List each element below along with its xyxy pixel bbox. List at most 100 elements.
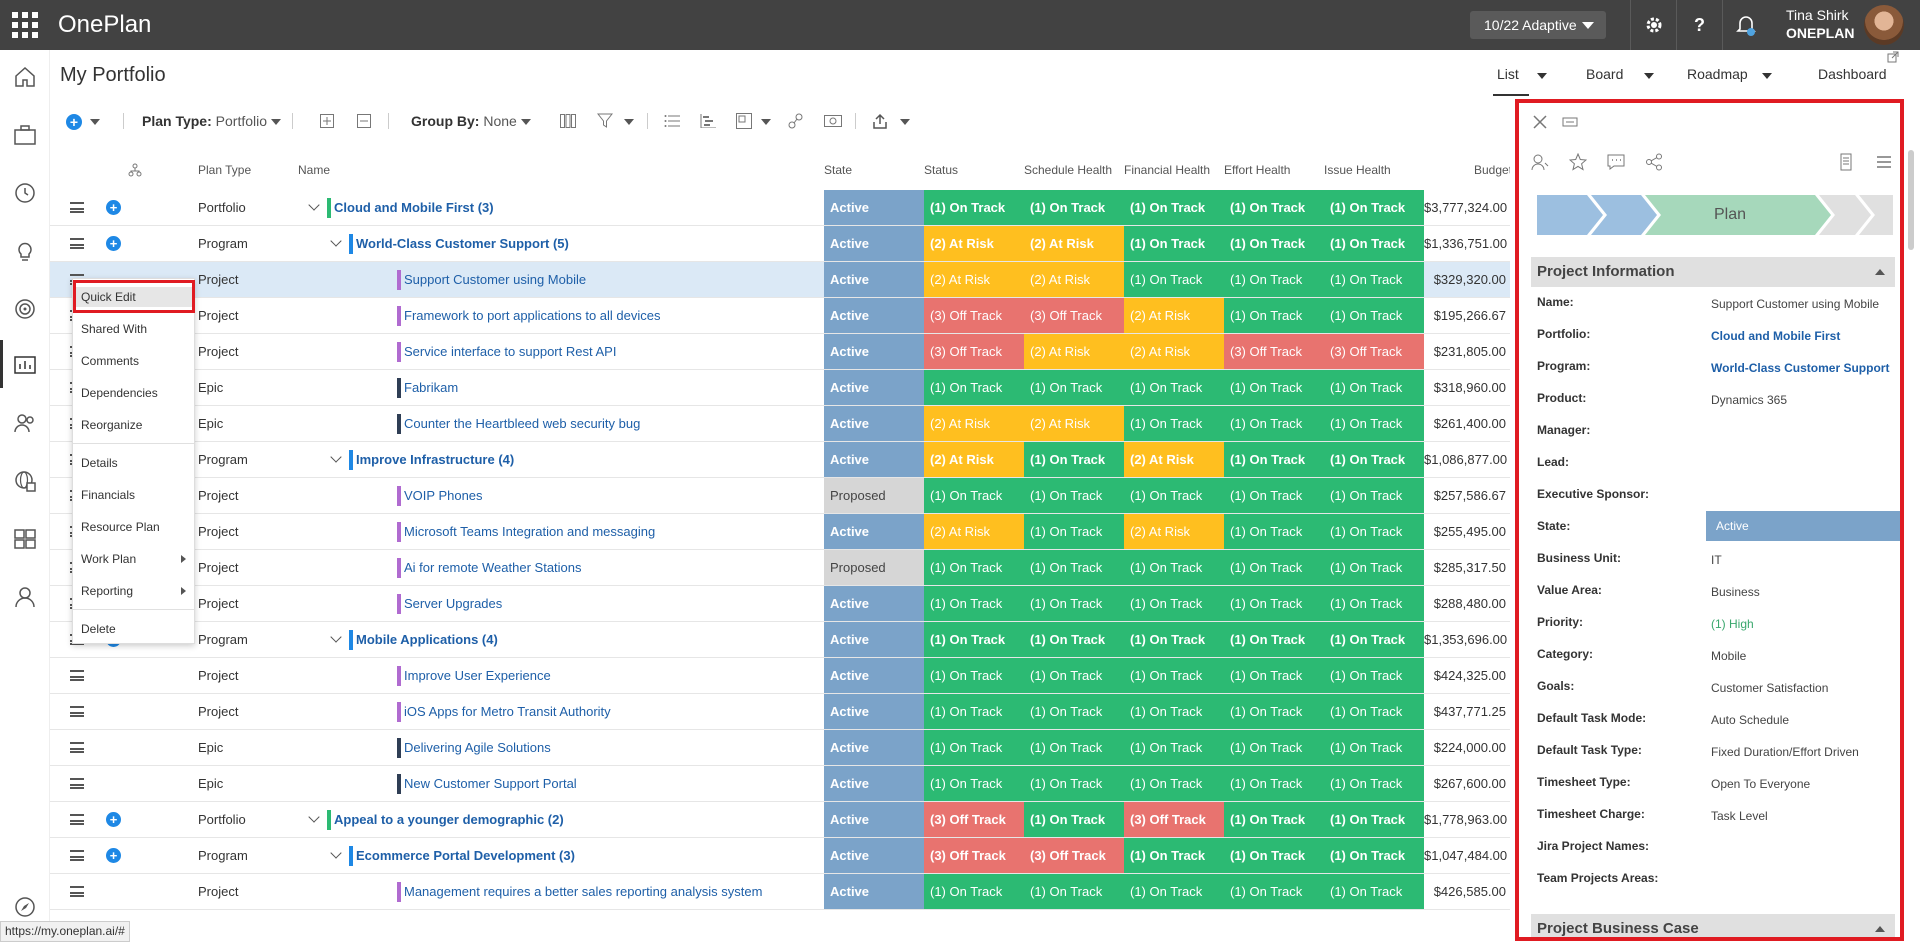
health-cell[interactable]: (2) At Risk	[1124, 298, 1224, 333]
briefcase-icon[interactable]	[13, 123, 37, 147]
close-icon[interactable]	[1531, 113, 1549, 131]
health-cell[interactable]: (1) On Track	[1124, 478, 1224, 513]
name-cell[interactable]: iOS Apps for Metro Transit Authority	[404, 704, 611, 719]
health-cell[interactable]: (1) On Track	[1124, 658, 1224, 693]
row-menu-icon[interactable]	[70, 850, 84, 861]
filter-caret-icon[interactable]	[624, 119, 634, 125]
name-cell[interactable]: Improve Infrastructure (4)	[356, 452, 515, 467]
menu-item-shared-with[interactable]: Shared With	[81, 322, 148, 336]
add-child-icon[interactable]: +	[106, 812, 121, 827]
name-cell[interactable]: Service interface to support Rest API	[404, 344, 617, 359]
row-menu-icon[interactable]	[70, 706, 84, 717]
name-cell[interactable]: New Customer Support Portal	[404, 776, 577, 791]
field-value[interactable]: Business	[1711, 585, 1760, 599]
health-cell[interactable]: (1) On Track	[924, 658, 1024, 693]
health-cell[interactable]: (1) On Track	[1224, 442, 1324, 477]
table-row[interactable]: Epic Counter the Heartbleed web security …	[50, 406, 1510, 442]
row-menu-icon[interactable]	[70, 238, 84, 249]
user-icon[interactable]	[13, 585, 37, 609]
health-cell[interactable]: (1) On Track	[1224, 622, 1324, 657]
health-cell[interactable]: (1) On Track	[1024, 622, 1124, 657]
health-cell[interactable]: (1) On Track	[1224, 262, 1324, 297]
name-cell[interactable]: Cloud and Mobile First (3)	[334, 200, 494, 215]
field-value[interactable]: Customer Satisfaction	[1711, 681, 1829, 695]
layout-icon[interactable]	[736, 113, 752, 129]
state-cell[interactable]: Active	[824, 226, 924, 261]
health-cell[interactable]: (1) On Track	[1224, 370, 1324, 405]
tab-roadmap[interactable]: Roadmap	[1687, 66, 1748, 82]
health-cell[interactable]: (1) On Track	[1124, 550, 1224, 585]
menu-item-resource-plan[interactable]: Resource Plan	[81, 520, 160, 534]
health-cell[interactable]: (2) At Risk	[1124, 334, 1224, 369]
layout-caret-icon[interactable]	[761, 119, 771, 125]
health-cell[interactable]: (3) Off Track	[1324, 334, 1424, 369]
health-cell[interactable]: (1) On Track	[1224, 298, 1324, 333]
health-cell[interactable]: (1) On Track	[924, 766, 1024, 801]
health-cell[interactable]: (2) At Risk	[1124, 514, 1224, 549]
column-header-status[interactable]: Status	[924, 163, 959, 177]
resources-grid-icon[interactable]	[13, 527, 37, 551]
health-cell[interactable]: (1) On Track	[1224, 658, 1324, 693]
health-cell[interactable]: (1) On Track	[1224, 406, 1324, 441]
expand-chevron-icon[interactable]	[308, 811, 320, 823]
health-cell[interactable]: (1) On Track	[1324, 262, 1424, 297]
user-info[interactable]: Tina Shirk ONEPLAN	[1786, 6, 1854, 42]
add-child-icon[interactable]: +	[106, 236, 121, 251]
table-row[interactable]: Epic Fabrikam Active (1) On Track (1) On Tra…	[50, 370, 1510, 406]
health-cell[interactable]: (1) On Track	[1324, 766, 1424, 801]
table-row[interactable]: Project iOS Apps for Metro Transit Author…	[50, 694, 1510, 730]
field-value[interactable]: World-Class Customer Support	[1711, 361, 1890, 375]
state-cell[interactable]: Active	[824, 298, 924, 333]
table-row[interactable]: Project Support Customer using Mobile Acti…	[50, 262, 1510, 298]
health-cell[interactable]: (3) Off Track	[1024, 298, 1124, 333]
plan-type-dropdown[interactable]: Plan Type: Portfolio	[142, 105, 282, 137]
table-row[interactable]: + Portfolio Cloud and Mobile First (3) Acti…	[50, 190, 1510, 226]
menu-item-comments[interactable]: Comments	[81, 354, 140, 368]
row-menu-icon[interactable]	[70, 670, 84, 681]
portfolio-report-icon[interactable]	[13, 353, 37, 377]
state-field[interactable]: Active	[1706, 511, 1900, 541]
health-cell[interactable]: (2) At Risk	[1024, 334, 1124, 369]
name-cell[interactable]: Improve User Experience	[404, 668, 551, 683]
health-cell[interactable]: (1) On Track	[1124, 406, 1224, 441]
health-cell[interactable]: (1) On Track	[1024, 550, 1124, 585]
state-cell[interactable]: Active	[824, 514, 924, 549]
state-cell[interactable]: Active	[824, 658, 924, 693]
health-cell[interactable]: (2) At Risk	[1124, 442, 1224, 477]
tab-list-caret-icon[interactable]	[1537, 73, 1547, 79]
state-cell[interactable]: Active	[824, 442, 924, 477]
state-cell[interactable]: Active	[824, 838, 924, 873]
popout-icon[interactable]	[1887, 51, 1899, 63]
tab-board[interactable]: Board	[1586, 66, 1624, 82]
health-cell[interactable]: (2) At Risk	[924, 514, 1024, 549]
health-cell[interactable]: (1) On Track	[1324, 694, 1424, 729]
table-row[interactable]: + Program Ecommerce Portal Development (3)…	[50, 838, 1510, 874]
health-cell[interactable]: (1) On Track	[1124, 622, 1224, 657]
health-cell[interactable]: (1) On Track	[1024, 730, 1124, 765]
table-row[interactable]: + Program World-Class Customer Support (5)…	[50, 226, 1510, 262]
menu-item-work-plan[interactable]: Work Plan	[81, 552, 137, 566]
health-cell[interactable]: (1) On Track	[924, 874, 1024, 909]
filter-icon[interactable]	[597, 113, 613, 129]
row-menu-icon[interactable]	[70, 742, 84, 753]
health-cell[interactable]: (3) Off Track	[1024, 838, 1124, 873]
globe-settings-icon[interactable]	[13, 469, 37, 493]
export-icon[interactable]	[872, 113, 888, 129]
health-cell[interactable]: (1) On Track	[1224, 514, 1324, 549]
table-row[interactable]: + Portfolio Appeal to a younger demographi…	[50, 802, 1510, 838]
health-cell[interactable]: (1) On Track	[1324, 406, 1424, 441]
health-cell[interactable]: (1) On Track	[1324, 190, 1424, 225]
avatar[interactable]	[1864, 5, 1904, 45]
state-cell[interactable]: Active	[824, 334, 924, 369]
health-cell[interactable]: (1) On Track	[1024, 802, 1124, 837]
health-cell[interactable]: (1) On Track	[1324, 550, 1424, 585]
health-cell[interactable]: (1) On Track	[1324, 442, 1424, 477]
state-cell[interactable]: Active	[824, 874, 924, 909]
panel-scrollbar[interactable]	[1908, 150, 1914, 250]
name-cell[interactable]: Counter the Heartbleed web security bug	[404, 416, 641, 431]
health-cell[interactable]: (1) On Track	[1224, 190, 1324, 225]
expand-chevron-icon[interactable]	[330, 631, 342, 643]
expand-all-icon[interactable]	[320, 114, 334, 128]
field-value[interactable]: Auto Schedule	[1711, 713, 1790, 727]
add-child-icon[interactable]: +	[106, 200, 121, 215]
